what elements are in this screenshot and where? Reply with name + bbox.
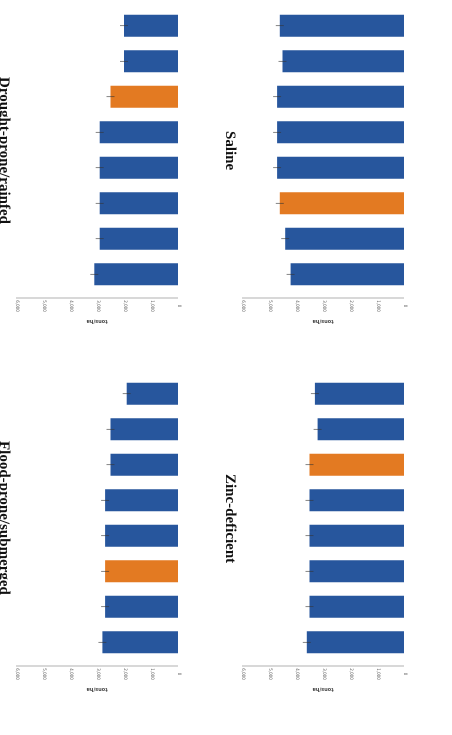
bar — [110, 85, 178, 108]
y-tick-label: 0 — [403, 673, 408, 676]
bar — [99, 192, 178, 215]
bar — [105, 560, 178, 583]
y-tick-label: 5,000 — [42, 300, 47, 312]
bar — [110, 453, 178, 476]
bar — [317, 418, 404, 441]
bar — [309, 489, 404, 512]
y-tick-label: 4,000 — [295, 668, 300, 680]
chart-drought-prone: 0 1,000 2,000 3,000 4,000 5,000 6,000 tons/ha — [15, 14, 182, 324]
bar — [99, 227, 178, 250]
bar — [105, 489, 178, 512]
bar — [290, 263, 404, 286]
bar — [94, 263, 178, 286]
y-tick-label: 1,000 — [150, 668, 155, 680]
panel-zinc-deficient: Zinc-deficient 0 1,000 2,000 3,000 4,000 5,00… — [222, 368, 452, 735]
y-tick-label: 5,000 — [42, 668, 47, 680]
y-tick-label: 2,000 — [123, 668, 128, 680]
y-tick-label: 3,000 — [96, 300, 101, 312]
bar — [124, 50, 178, 73]
y-tick-label: 6,000 — [241, 300, 246, 312]
chart-saline: 0 1,000 2,000 3,000 4,000 5,000 6,000 tons/ha — [241, 14, 408, 324]
bar — [124, 14, 178, 37]
y-tick-label: 2,000 — [349, 668, 354, 680]
chart-flood-prone: 0 1,000 2,000 3,000 4,000 5,000 6,000 tons/ha — [15, 382, 182, 692]
bar — [105, 595, 178, 618]
bar — [279, 192, 404, 215]
y-tick-label: 6,000 — [15, 300, 20, 312]
y-axis-label: tons/ha — [86, 686, 107, 692]
bar — [285, 227, 404, 250]
y-axis-label: tons/ha — [312, 686, 333, 692]
y-tick-label: 1,000 — [376, 300, 381, 312]
bar — [126, 382, 178, 405]
y-tick-label: 2,000 — [349, 300, 354, 312]
chart-zinc-deficient: 0 1,000 2,000 3,000 4,000 5,000 6,000 tons/ha — [241, 382, 408, 692]
bar — [102, 631, 178, 654]
bar — [110, 418, 178, 441]
y-tick-label: 5,000 — [268, 668, 273, 680]
y-tick-label: 6,000 — [15, 668, 20, 680]
bar — [309, 595, 404, 618]
bar — [277, 121, 404, 144]
y-tick-label: 0 — [177, 673, 182, 676]
bar — [99, 156, 178, 179]
y-tick-label: 5,000 — [268, 300, 273, 312]
bar — [309, 453, 404, 476]
y-tick-label: 3,000 — [322, 668, 327, 680]
y-tick-label: 4,000 — [295, 300, 300, 312]
bar — [282, 50, 404, 73]
y-tick-label: 4,000 — [69, 668, 74, 680]
y-tick-label: 3,000 — [322, 300, 327, 312]
bar — [277, 156, 404, 179]
bar — [309, 524, 404, 547]
y-tick-label: 6,000 — [241, 668, 246, 680]
bar — [306, 631, 404, 654]
panel-flood-prone: Flood-prone/submerged 0 1,000 2,000 3,000 4,… — [0, 368, 226, 735]
y-tick-label: 4,000 — [69, 300, 74, 312]
y-tick-label: 3,000 — [96, 668, 101, 680]
panel-saline: Saline 0 1,000 2,000 3,000 4,000 5,000 6,000 to… — [222, 0, 452, 367]
y-tick-label: 1,000 — [376, 668, 381, 680]
y-tick-label: 0 — [403, 305, 408, 308]
bar — [314, 382, 404, 405]
y-axis-label: tons/ha — [312, 318, 333, 324]
y-tick-label: 1,000 — [150, 300, 155, 312]
y-tick-label: 2,000 — [123, 300, 128, 312]
bar — [277, 85, 404, 108]
bar — [279, 14, 404, 37]
bar — [105, 524, 178, 547]
bar — [99, 121, 178, 144]
y-tick-label: 0 — [177, 305, 182, 308]
y-axis-label: tons/ha — [86, 318, 107, 324]
bar — [309, 560, 404, 583]
panel-drought-prone: Drought-prone/rainfed 0 1,000 2,000 3,000 4,… — [0, 0, 226, 367]
